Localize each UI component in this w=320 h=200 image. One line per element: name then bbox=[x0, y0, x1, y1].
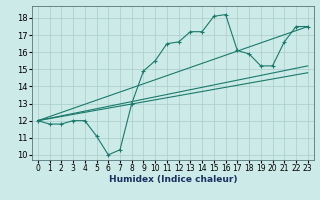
X-axis label: Humidex (Indice chaleur): Humidex (Indice chaleur) bbox=[108, 175, 237, 184]
